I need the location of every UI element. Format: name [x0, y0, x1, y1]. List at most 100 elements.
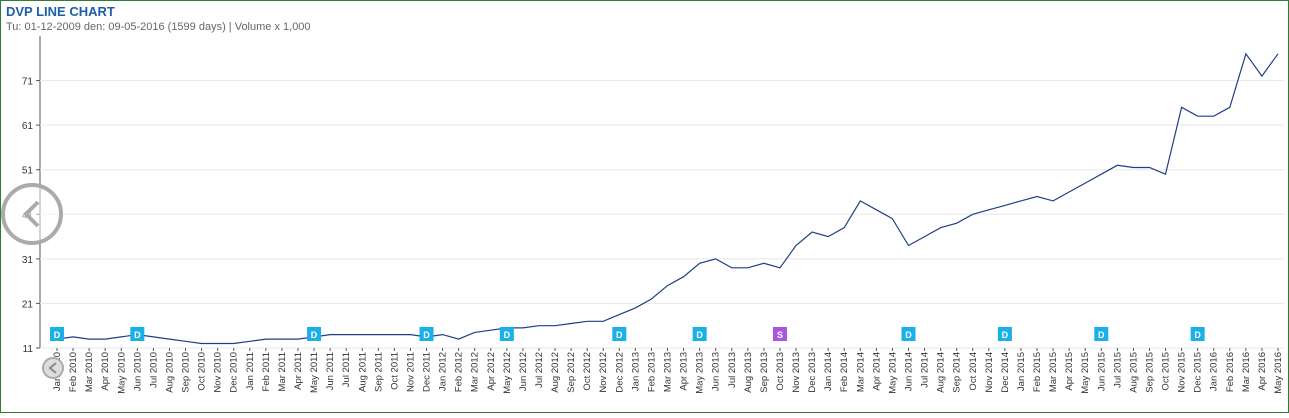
x-tick-label: Oct 2012: [582, 352, 593, 391]
x-tick-label: Oct 2014: [968, 352, 979, 391]
x-tick-label: Nov 2011: [405, 352, 416, 392]
x-tick-label: Sep 2013: [759, 352, 770, 393]
scroll-button[interactable]: [42, 357, 64, 379]
event-marker: [1190, 327, 1205, 341]
x-tick-label: Dec 2011: [422, 352, 433, 392]
x-tick-label: Sep 2010: [181, 352, 192, 393]
x-tick-label: Jul 2014: [920, 352, 931, 388]
x-tick-label: Dec 2014: [1000, 352, 1011, 393]
y-tick-label: 31: [22, 255, 34, 266]
x-tick-label: Aug 2010: [164, 352, 175, 393]
x-tick-label: Apr 2014: [871, 352, 882, 391]
x-tick-label: Feb 2011: [261, 352, 272, 391]
chart-title: DVP LINE CHART: [6, 4, 115, 19]
event-label: S: [777, 330, 783, 340]
x-tick-label: Jul 2015: [1112, 352, 1123, 388]
x-tick-label: Feb 2014: [839, 352, 850, 392]
scroll-arrow: [48, 362, 57, 374]
x-tick-label: Aug 2015: [1128, 352, 1139, 393]
x-tick-label: Jun 2014: [903, 352, 914, 391]
x-tick-label: Jan 2013: [630, 352, 641, 391]
event-marker: [692, 327, 707, 341]
x-tick-label: Jun 2013: [711, 352, 722, 391]
x-tick-label: May 2013: [695, 352, 706, 394]
x-tick-label: Dec 2010: [229, 352, 240, 393]
prev-button[interactable]: [1, 183, 63, 245]
x-tick-label: Sep 2015: [1144, 352, 1155, 393]
x-tick-label: Jul 2013: [727, 352, 738, 388]
x-tick-label: Jun 2015: [1096, 352, 1107, 391]
event-label: D: [134, 330, 141, 340]
event-marker: [50, 327, 64, 341]
event-marker: [419, 327, 434, 341]
x-tick-label: Mar 2011: [277, 352, 288, 391]
x-tick-label: Sep 2014: [952, 352, 963, 393]
x-tick-label: Oct 2011: [389, 352, 400, 390]
event-marker: [307, 327, 322, 341]
event-marker: [1094, 327, 1109, 341]
event-marker: [997, 327, 1012, 341]
x-tick-label: Apr 2013: [679, 352, 690, 391]
x-tick-label: Jul 2010: [148, 352, 159, 388]
x-tick-label: Oct 2010: [197, 352, 208, 391]
x-tick-label: Jan 2011: [245, 352, 256, 390]
event-label: D: [1098, 330, 1105, 340]
x-tick-label: May 2011: [309, 352, 320, 393]
price-line: [56, 52, 1279, 345]
x-tick-label: Oct 2013: [775, 352, 786, 391]
event-label: D: [905, 330, 912, 340]
x-tick-label: Apr 2011: [293, 352, 304, 390]
x-tick-label: Jan 2016: [1209, 352, 1220, 391]
x-tick-label: Jan 2014: [823, 352, 834, 391]
x-tick-label: May 2015: [1080, 352, 1091, 394]
x-tick-label: Nov 2012: [598, 352, 609, 393]
event-label: D: [504, 330, 511, 340]
x-tick-label: Aug 2013: [743, 352, 754, 393]
x-tick-label: Feb 2015: [1032, 352, 1043, 392]
x-tick-label: Mar 2012: [470, 352, 481, 392]
x-tick-label: May 2010: [116, 352, 127, 394]
x-tick-label: Feb 2012: [454, 352, 465, 392]
x-tick-label: Oct 2015: [1161, 352, 1172, 391]
x-tick-label: Jun 2010: [132, 352, 143, 391]
x-tick-label: Nov 2013: [791, 352, 802, 393]
event-label: D: [616, 330, 623, 340]
x-tick-label: Mar 2010: [84, 352, 95, 392]
x-tick-label: May 2016: [1273, 352, 1284, 394]
x-tick-label: Apr 2016: [1257, 352, 1268, 391]
x-tick-label: Sep 2012: [566, 352, 577, 393]
event-marker: [612, 327, 627, 341]
x-tick-label: Jul 2011: [341, 352, 352, 387]
x-tick-label: Mar 2013: [663, 352, 674, 392]
x-tick-label: Feb 2013: [646, 352, 657, 392]
y-tick-label: 11: [23, 344, 34, 355]
x-tick-label: May 2012: [502, 352, 513, 394]
event-label: D: [696, 330, 703, 340]
x-tick-label: Nov 2010: [213, 352, 224, 393]
event-label: D: [54, 330, 61, 340]
x-tick-label: Jan 2012: [438, 352, 449, 391]
x-tick-label: Nov 2015: [1177, 352, 1188, 393]
event-marker: [499, 327, 514, 341]
x-tick-label: Apr 2015: [1064, 352, 1075, 391]
x-tick-label: Dec 2015: [1193, 352, 1204, 393]
event-label: D: [1002, 330, 1009, 340]
x-tick-label: Jan 2015: [1016, 352, 1027, 391]
x-tick-label: Feb 2016: [1225, 352, 1236, 392]
event-label: D: [423, 330, 430, 340]
x-tick-label: Jul 2012: [534, 352, 545, 388]
x-tick-label: Mar 2015: [1048, 352, 1059, 392]
x-tick-label: Dec 2013: [807, 352, 818, 393]
y-tick-label: 21: [22, 299, 34, 310]
event-marker: [772, 327, 787, 341]
x-tick-label: Sep 2011: [373, 352, 384, 392]
x-tick-label: Jun 2012: [518, 352, 529, 391]
chart-subtitle: Tu: 01-12-2009 den: 09-05-2016 (1599 day…: [6, 21, 311, 33]
y-tick-label: 71: [22, 77, 34, 88]
x-tick-label: Apr 2012: [486, 352, 497, 391]
x-tick-label: Mar 2014: [855, 352, 866, 392]
event-label: D: [1194, 330, 1201, 340]
